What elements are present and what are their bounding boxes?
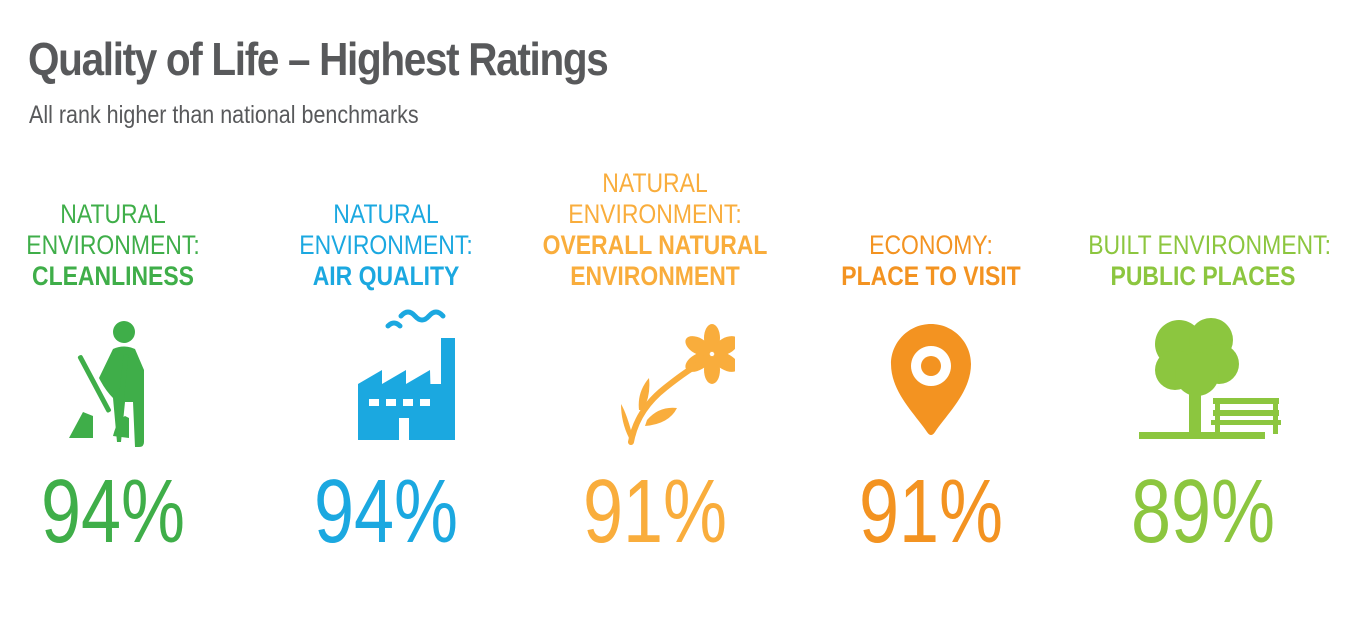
tree-bench-icon <box>1123 292 1283 452</box>
rating-card-overall-natural-environment: NATURAL ENVIRONMENT: OVERALL NATURAL ENV… <box>520 0 790 632</box>
page-title: Quality of Life – Highest Ratings <box>28 33 609 85</box>
category-line: ENVIRONMENT: <box>26 230 200 260</box>
category-line: NATURAL <box>602 168 708 198</box>
metric-label: PUBLIC PLACES <box>1110 261 1296 291</box>
metric-label: AIR QUALITY <box>312 261 460 291</box>
rating-card-cleanliness: NATURAL ENVIRONMENT: CLEANLINESS 94% <box>0 0 248 632</box>
category-label: NATURAL ENVIRONMENT: CLEANLINESS <box>0 199 228 292</box>
metric-label: ENVIRONMENT <box>570 261 740 291</box>
rating-value: 94% <box>313 462 459 562</box>
rating-value: 91% <box>582 462 728 562</box>
category-line: BUILT ENVIRONMENT: <box>1088 230 1331 260</box>
category-line: NATURAL <box>333 199 439 229</box>
rating-value: 89% <box>1130 462 1276 562</box>
factory-icon <box>306 292 466 452</box>
category-line: ENVIRONMENT: <box>568 199 742 229</box>
category-label: BUILT ENVIRONMENT: PUBLIC PLACES <box>1088 230 1331 292</box>
rating-value: 91% <box>858 462 1004 562</box>
category-label: NATURAL ENVIRONMENT: OVERALL NATURAL ENV… <box>540 168 770 292</box>
category-line: ECONOMY: <box>869 230 993 260</box>
rating-card-air-quality: NATURAL ENVIRONMENT: AIR QUALITY 94% <box>251 0 521 632</box>
category-line: ENVIRONMENT: <box>299 230 473 260</box>
metric-label: PLACE TO VISIT <box>841 261 1021 291</box>
metric-label: CLEANLINESS <box>32 261 194 291</box>
rating-value: 94% <box>40 462 186 562</box>
rating-card-public-places: BUILT ENVIRONMENT: PUBLIC PLACES 89% <box>1068 0 1338 632</box>
sweeping-person-icon <box>33 292 193 452</box>
page-subtitle: All rank higher than national benchmarks <box>29 101 419 129</box>
category-label: ECONOMY: PLACE TO VISIT <box>816 230 1046 292</box>
flower-icon <box>575 292 735 452</box>
metric-label: OVERALL NATURAL <box>542 230 768 260</box>
category-label: NATURAL ENVIRONMENT: AIR QUALITY <box>271 199 501 292</box>
map-pin-icon <box>851 292 1011 452</box>
rating-card-place-to-visit: ECONOMY: PLACE TO VISIT 91% <box>796 0 1066 632</box>
category-line: NATURAL <box>60 199 166 229</box>
